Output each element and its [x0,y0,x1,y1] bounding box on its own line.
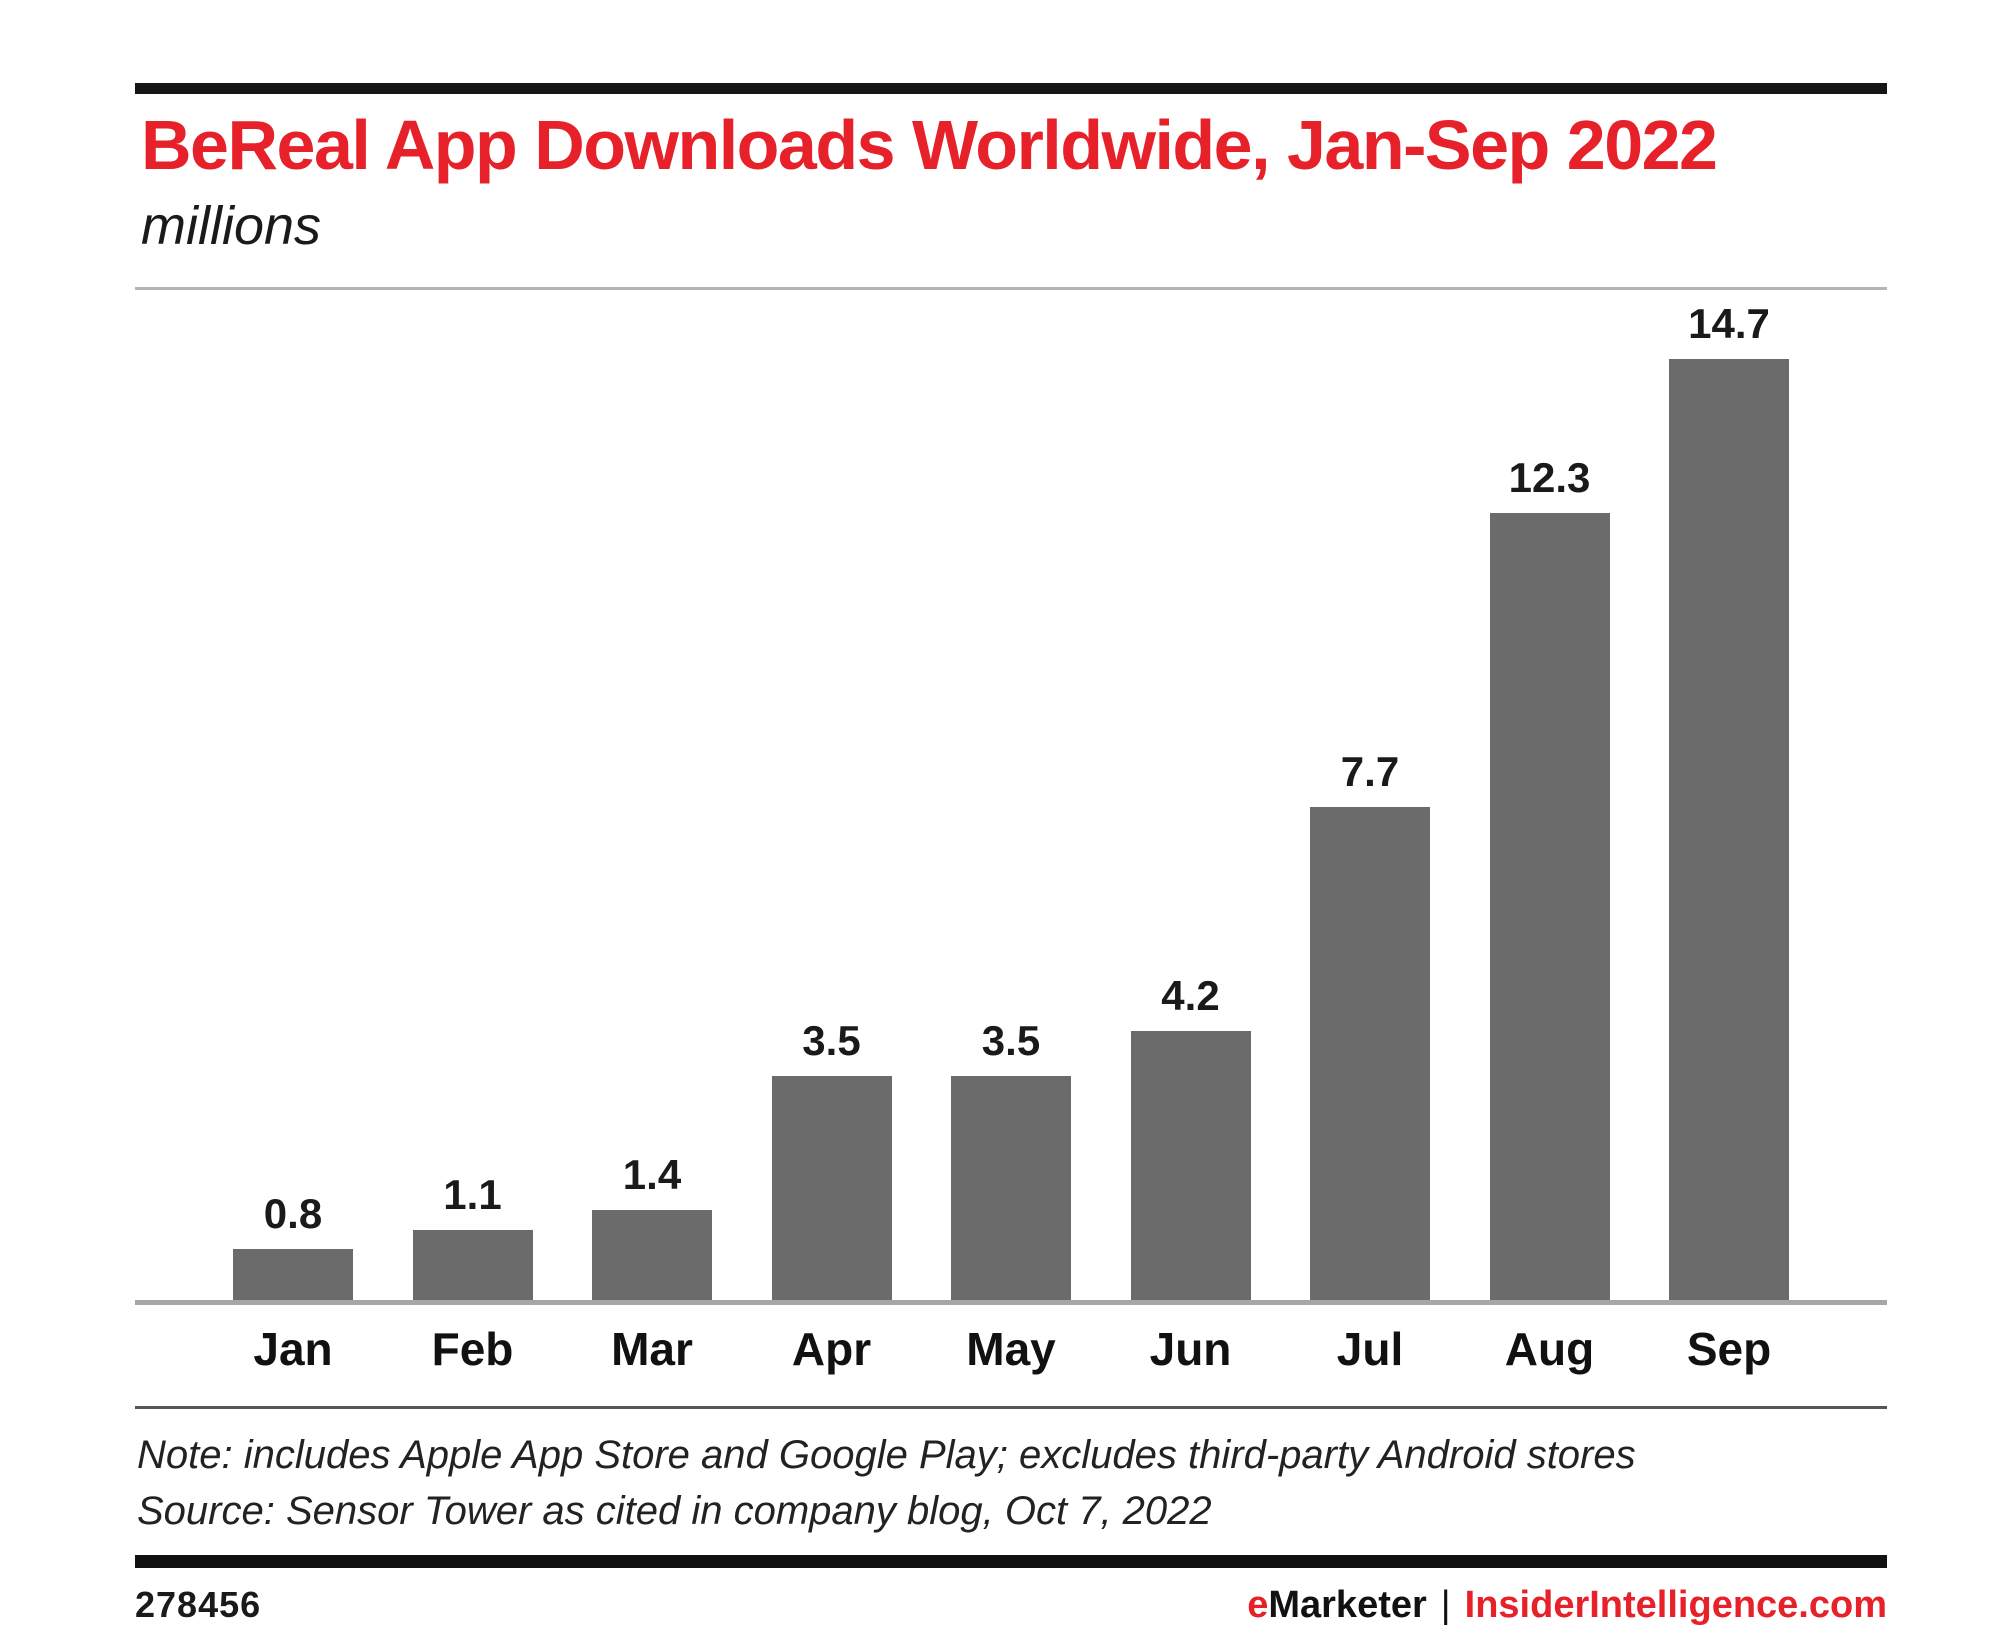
bar-plot: 0.8 1.1 1.4 3.5 3.5 4.2 7.7 12.3 14.7 [135,290,1887,1301]
bar [771,1076,892,1301]
bar-column: 7.7 [1310,748,1430,1301]
bar-column: 0.8 [233,1190,353,1301]
bar-column: 1.1 [412,1171,533,1301]
x-axis-labels: Jan Feb Mar Apr May Jun Jul Aug Sep [135,1305,1887,1376]
x-axis-label: Aug [1504,1323,1595,1376]
bar [1130,1031,1251,1301]
x-axis-label: May [966,1323,1056,1376]
bar-value-label: 4.2 [1161,972,1220,1020]
bar-column: 3.5 [951,1017,1071,1301]
x-axis-label: Apr [791,1323,872,1376]
bar [1669,359,1789,1301]
bar-value-label: 1.1 [443,1171,502,1219]
x-axis-label: Feb [431,1323,514,1376]
bar [1489,513,1610,1301]
x-axis-label: Jan [253,1323,333,1376]
bar-value-label: 0.8 [263,1190,323,1238]
emarketer-logo-rest: Marketer [1268,1584,1427,1627]
footnote-note: Note: includes Apple App Store and Googl… [137,1433,1636,1478]
bar-value-label: 1.4 [622,1151,682,1199]
brand-lockup: eMarketer | InsiderIntelligence.com [1247,1584,1887,1627]
footnote-divider [135,1406,1887,1410]
bar-column: 14.7 [1669,300,1789,1301]
bar [951,1076,1071,1301]
x-axis-label: Mar [611,1323,693,1376]
bar-value-label: 14.7 [1688,300,1770,348]
bar-column: 4.2 [1130,972,1251,1301]
subtitle-divider [135,287,1887,291]
footer: 278456 eMarketer | InsiderIntelligence.com [135,1584,1887,1627]
bottom-rule [135,1555,1887,1569]
emarketer-logo-e: e [1247,1584,1269,1627]
chart-title: BeReal App Downloads Worldwide, Jan-Sep … [141,106,1718,184]
top-rule [135,83,1887,94]
bar [592,1210,712,1301]
bar-value-label: 7.7 [1340,748,1400,796]
chart-subtitle: millions [141,196,322,257]
bar-column: 12.3 [1489,454,1610,1301]
chart-id: 278456 [135,1584,262,1626]
bar-column: 1.4 [592,1151,712,1301]
bar-value-label: 3.5 [802,1017,861,1065]
bar [412,1230,533,1301]
bar-value-label: 3.5 [981,1017,1041,1065]
insider-intelligence-brand: InsiderIntelligence.com [1464,1584,1887,1627]
x-axis-label: Sep [1686,1323,1772,1376]
bar-column: 3.5 [771,1017,892,1301]
brand-separator: | [1440,1584,1451,1627]
bar [233,1249,353,1301]
x-axis-label: Jul [1336,1323,1404,1376]
x-axis-label: Jun [1149,1323,1232,1376]
bar-value-label: 12.3 [1508,454,1591,502]
x-axis-line [135,1300,1887,1306]
footnote-source: Source: Sensor Tower as cited in company… [137,1489,1212,1534]
bar [1310,807,1430,1301]
